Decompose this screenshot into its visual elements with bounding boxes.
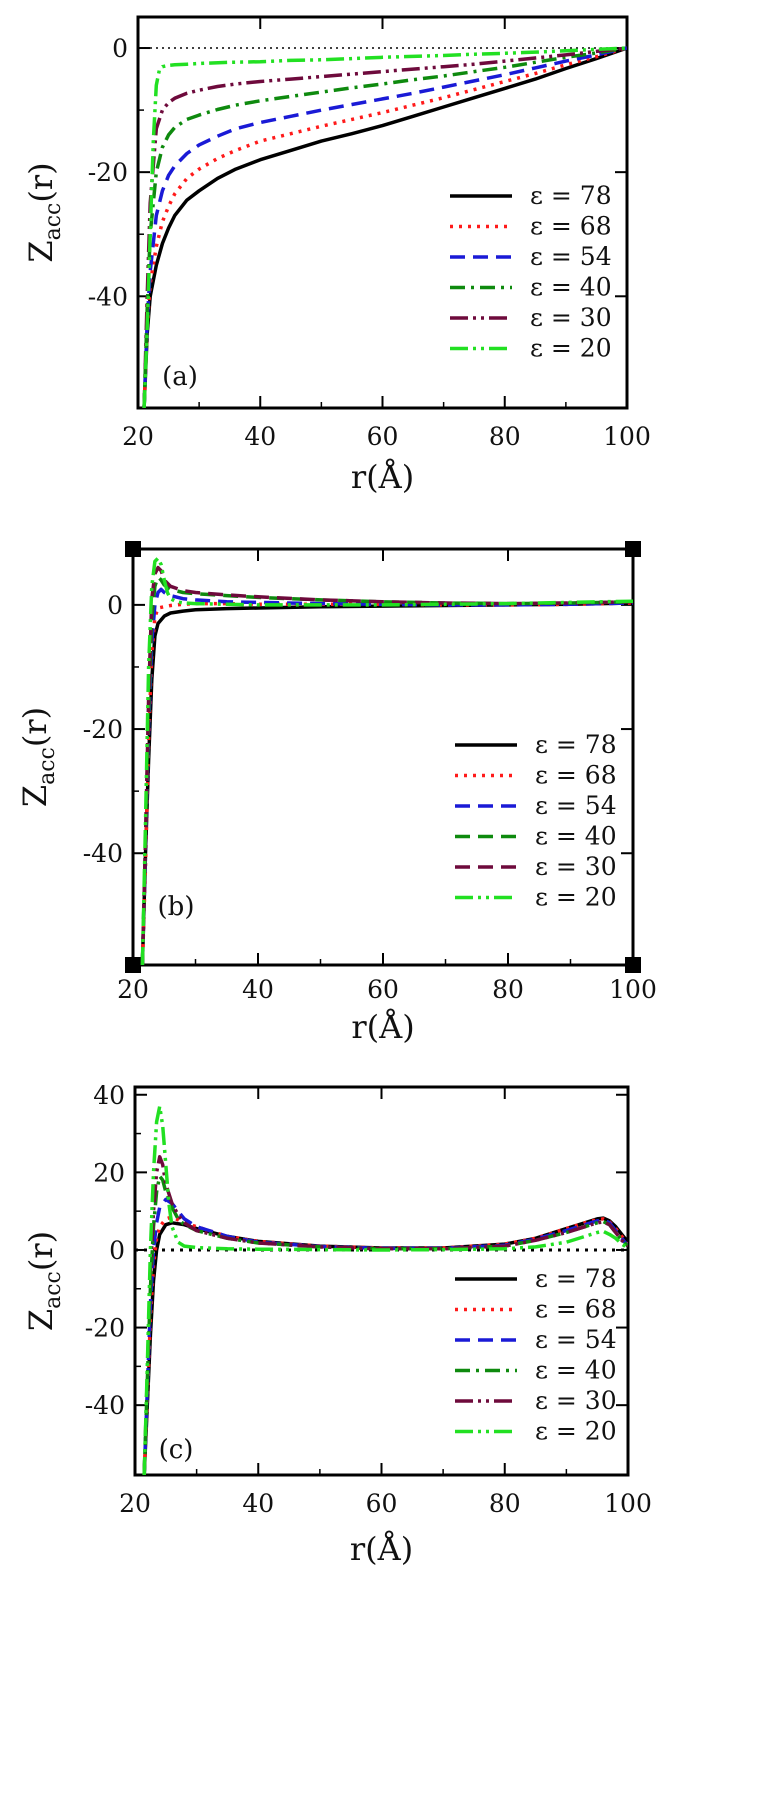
y-tick-label: -40: [85, 1391, 125, 1420]
legend-entry: ε = 78: [535, 730, 617, 759]
y-tick-label: 20: [93, 1158, 125, 1187]
legend-entry: ε = 54: [535, 1325, 617, 1354]
series-group: [142, 46, 627, 408]
x-axis-label: r(Å): [350, 1530, 413, 1568]
legend-entry: ε = 40: [535, 1356, 617, 1385]
y-tick-label: -20: [85, 1314, 125, 1343]
chart-panel-3: 20 40 60 80 100 40 20 0 -20 -40 ε = 78ε = 68ε = 54…: [22, 1081, 652, 1568]
y-tick-label: -20: [88, 158, 128, 187]
legend-entry: ε = 68: [530, 212, 612, 241]
x-tick-label: 20: [119, 1489, 151, 1518]
x-tick-label: 40: [242, 1489, 274, 1518]
legend-entry: ε = 54: [535, 791, 617, 820]
series-group: [140, 556, 633, 965]
legend-entry: ε = 20: [535, 883, 617, 912]
series-line-eps-20: [142, 46, 627, 408]
legend-entry: ε = 40: [530, 273, 612, 302]
series-line-eps-40: [142, 46, 627, 408]
series-line-eps-20: [140, 556, 633, 965]
series-line-eps-78: [142, 46, 627, 408]
legend-entry: ε = 78: [535, 1264, 617, 1293]
y-tick-label: -20: [83, 715, 123, 744]
panel-label: (c): [159, 1435, 194, 1465]
x-tick-label: 80: [489, 1489, 521, 1518]
x-tick-label: 100: [604, 1489, 652, 1518]
series-line-eps-68: [142, 46, 627, 408]
series-line-eps-68: [142, 1215, 628, 1475]
panel-label: (b): [158, 892, 195, 922]
y-axis-label: Zacc(r): [22, 1231, 66, 1331]
x-tick-label: 40: [242, 975, 274, 1004]
series-group: [142, 1104, 628, 1475]
legend-entry: ε = 30: [530, 303, 612, 332]
legend-entry: ε = 68: [535, 1295, 617, 1324]
series-line-eps-40: [142, 1174, 628, 1475]
x-axis-label: r(Å): [351, 458, 414, 496]
legend-entry: ε = 20: [530, 334, 612, 363]
y-tick-label: 0: [107, 591, 123, 620]
legend-entry: ε = 30: [535, 852, 617, 881]
panel-label: (a): [162, 362, 198, 392]
y-tick-label: -40: [83, 839, 123, 868]
x-tick-label: 60: [367, 422, 399, 451]
y-tick-label: 0: [109, 1236, 125, 1265]
y-tick-label: -40: [88, 282, 128, 311]
legend-entry: ε = 20: [535, 1417, 617, 1446]
legend-entry: ε = 40: [535, 822, 617, 851]
legend-entry: ε = 54: [530, 242, 612, 271]
legend-entry: ε = 78: [530, 181, 612, 210]
x-tick-label: 20: [122, 422, 154, 451]
x-tick-label: 80: [489, 422, 521, 451]
y-axis-label: Zacc(r): [22, 162, 66, 262]
x-axis-label: r(Å): [351, 1008, 414, 1046]
y-tick-label: 0: [112, 34, 128, 63]
legend-entry: ε = 68: [535, 761, 617, 790]
x-tick-label: 60: [367, 975, 399, 1004]
x-tick-label: 100: [609, 975, 657, 1004]
x-tick-label: 100: [603, 422, 651, 451]
y-tick-label: 40: [93, 1081, 125, 1110]
y-axis-label: Zacc(r): [16, 707, 60, 807]
x-tick-label: 20: [117, 975, 149, 1004]
x-tick-label: 60: [366, 1489, 398, 1518]
series-line-eps-54: [142, 46, 627, 408]
series-line-eps-20: [142, 1104, 628, 1475]
x-tick-label: 40: [244, 422, 276, 451]
x-tick-label: 80: [492, 975, 524, 1004]
legend-entry: ε = 30: [535, 1386, 617, 1415]
